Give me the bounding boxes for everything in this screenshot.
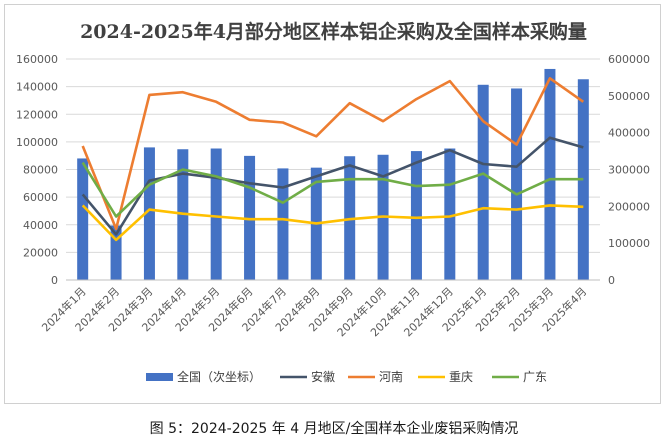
right-axis-tick-label: 600000 (608, 53, 650, 66)
series-line (81, 77, 585, 231)
bar (410, 151, 422, 280)
bar (210, 148, 222, 280)
bar (477, 84, 489, 281)
bar (110, 225, 122, 280)
chart-title: 2024-2025年4月部分地区样本铝企采购及全国样本采购量 (80, 21, 587, 43)
right-axis-tick-label: 500000 (608, 90, 650, 103)
left-axis-tick-label: 140000 (16, 81, 58, 94)
legend-label: 重庆 (449, 370, 473, 384)
right-axis-tick-label: 400000 (608, 127, 650, 140)
bar (577, 79, 589, 280)
right-axis-tick-label: 100000 (608, 237, 650, 250)
legend-swatch (146, 373, 173, 381)
bar (544, 68, 556, 280)
left-axis-tick-label: 120000 (16, 108, 58, 121)
left-axis-tick-label: 60000 (23, 191, 58, 204)
right-axis-tick-label: 0 (608, 274, 615, 287)
bar (444, 148, 456, 280)
chart-plot: 0 20000 40000 60000 80000 100000 120000 140000 1… (16, 53, 650, 384)
legend-label: 河南 (379, 369, 403, 384)
legend-label: 全国（次坐标） (177, 369, 261, 384)
left-axis-tick-label: 160000 (16, 53, 58, 66)
series-line (81, 161, 584, 218)
left-axis-tick-label: 20000 (23, 246, 58, 259)
series-line (81, 204, 584, 242)
figure-caption: 图 5：2024-2025 年 4 月地区/全国样本企业废铝采购情况 (149, 421, 519, 437)
right-axis-tick-label: 200000 (608, 200, 650, 213)
right-axis-tick-label: 300000 (608, 164, 650, 177)
left-axis-tick-label: 40000 (23, 219, 58, 232)
bar (511, 88, 523, 280)
legend-label: 安徽 (311, 369, 335, 384)
left-axis-tick-label: 100000 (16, 136, 58, 149)
series-line (81, 136, 584, 236)
left-axis-tick-label: 0 (51, 274, 58, 287)
legend-label: 广东 (523, 370, 547, 384)
bar (143, 147, 155, 280)
bar (277, 168, 289, 280)
left-axis-tick-label: 80000 (23, 164, 58, 177)
bar (77, 158, 89, 280)
